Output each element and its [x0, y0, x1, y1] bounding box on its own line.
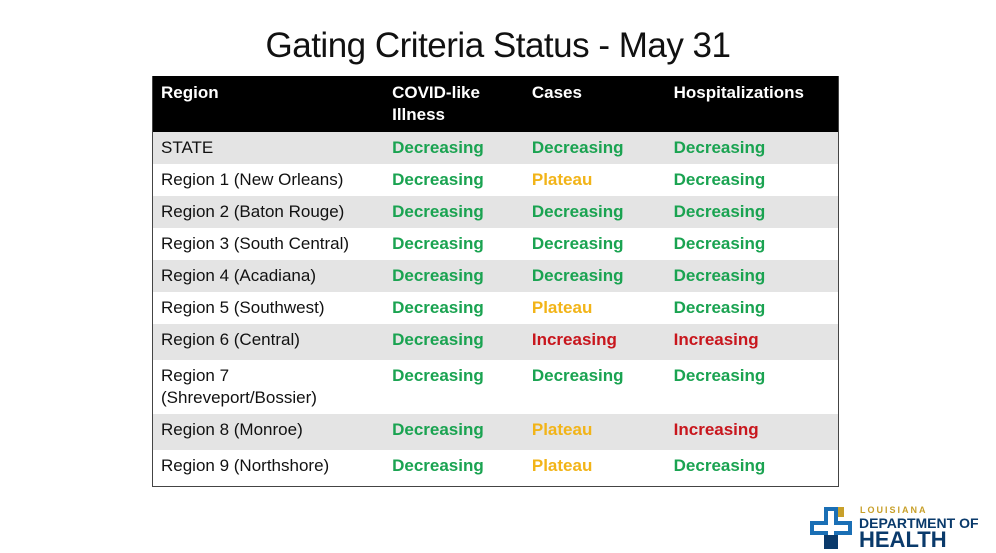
covid-status-cell: Decreasing	[392, 234, 484, 253]
table-row: Region 8 (Monroe) Decreasing Plateau Increa…	[152, 414, 839, 450]
header-cases: Cases	[523, 76, 666, 132]
covid-status-cell: Decreasing	[384, 324, 524, 360]
covid-status-cell: Decreasing	[384, 260, 524, 292]
cases-status-cell: Plateau	[531, 170, 593, 189]
region-cell: STATE	[152, 132, 385, 164]
logo-health: HEALTH	[859, 527, 947, 552]
region-cell: Region 1 (New Orleans)	[161, 170, 344, 189]
covid-status-cell: Decreasing	[384, 132, 524, 164]
cases-status-cell: Plateau	[531, 298, 593, 317]
hospitalizations-status-cell: Decreasing	[673, 234, 766, 253]
covid-status-cell: Decreasing	[384, 414, 524, 450]
covid-status-cell: Decreasing	[392, 170, 484, 189]
cases-status-cell: Increasing	[523, 324, 666, 360]
region-cell: Region 6 (Central)	[152, 324, 385, 360]
region-cell: Region 5 (Southwest)	[161, 298, 325, 317]
covid-status-cell: Decreasing	[384, 196, 524, 228]
cases-status-cell: Plateau	[523, 414, 666, 450]
table-header-row: Region COVID-like Illness Cases Hospital…	[152, 76, 839, 132]
page-title: Gating Criteria Status - May 31	[265, 26, 731, 65]
region-cell: Region 8 (Monroe)	[152, 414, 385, 450]
health-cross-icon	[810, 507, 852, 549]
header-region: Region	[152, 76, 385, 132]
cases-status-cell: Decreasing	[523, 132, 666, 164]
table-row: Region 3 (South Central) Decreasing Decrea…	[153, 228, 839, 260]
region-cell: Region 2 (Baton Rouge)	[152, 196, 385, 228]
hospitalizations-status-cell: Decreasing	[673, 366, 766, 385]
logo-department: DEPARTMENT OF	[859, 515, 979, 531]
region-cell: Region 3 (South Central)	[161, 234, 350, 253]
gating-criteria-table: Region COVID-like Illness Cases Hospital…	[152, 76, 839, 487]
hospitalizations-status-cell: Decreasing	[665, 132, 839, 164]
ldh-logo: LOUISIANA DEPARTMENT OF HEALTH	[810, 505, 990, 553]
region-cell: Region 7 (Shreveport/Bossier)	[161, 366, 317, 407]
table-row: Region 1 (New Orleans) Decreasing Plateau D…	[153, 164, 839, 196]
covid-status-cell: Decreasing	[392, 456, 484, 475]
cases-status-cell: Decreasing	[531, 366, 624, 385]
region-cell: Region 4 (Acadiana)	[152, 260, 385, 292]
covid-status-cell: Decreasing	[392, 298, 484, 317]
cases-status-cell: Decreasing	[523, 196, 666, 228]
hospitalizations-status-cell: Decreasing	[665, 260, 839, 292]
table-row: Region 6 (Central) Decreasing Increasing In…	[152, 324, 839, 360]
hospitalizations-status-cell: Decreasing	[665, 196, 839, 228]
table-row: Region 9 (Northshore) Decreasing Plateau De…	[153, 450, 839, 486]
hospitalizations-status-cell: Decreasing	[673, 298, 766, 317]
table-row: Region 7 (Shreveport/Bossier) Decreasing D…	[153, 360, 839, 414]
cases-status-cell: Decreasing	[523, 260, 666, 292]
cases-status-cell: Decreasing	[531, 234, 624, 253]
hospitalizations-status-cell: Increasing	[665, 414, 839, 450]
table-row: STATE Decreasing Decreasing Decreasing	[152, 132, 839, 164]
cases-status-cell: Plateau	[531, 456, 593, 475]
table-row: Region 4 (Acadiana) Decreasing Decreasing D…	[152, 260, 839, 292]
table-row: Region 2 (Baton Rouge) Decreasing Decreasi…	[152, 196, 839, 228]
hospitalizations-status-cell: Decreasing	[673, 456, 766, 475]
hospitalizations-status-cell: Decreasing	[673, 170, 766, 189]
header-hospitalizations: Hospitalizations	[665, 76, 839, 132]
table-row: Region 5 (Southwest) Decreasing Plateau Dec…	[153, 292, 839, 324]
header-covid-like-illness: COVID-like Illness	[384, 76, 524, 132]
hospitalizations-status-cell: Increasing	[665, 324, 839, 360]
region-cell: Region 9 (Northshore)	[161, 456, 330, 475]
covid-status-cell: Decreasing	[392, 366, 484, 385]
logo-state: LOUISIANA	[860, 505, 928, 515]
